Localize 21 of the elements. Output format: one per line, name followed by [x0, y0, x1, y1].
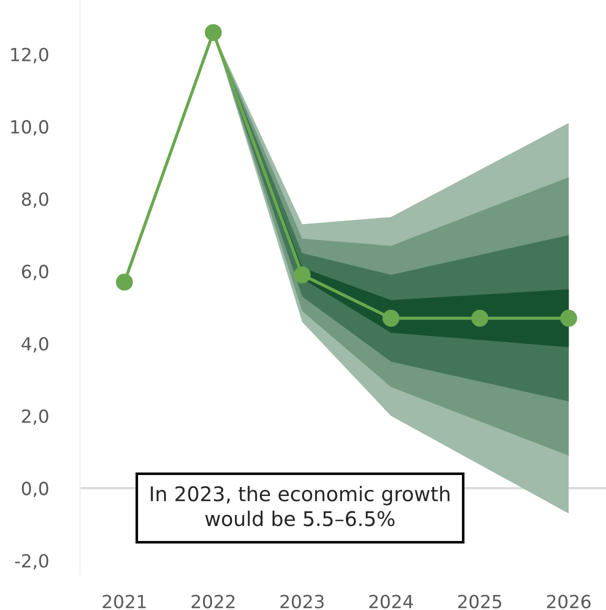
point	[294, 266, 311, 284]
x-tick-label: 2026	[547, 594, 591, 608]
x-tick-label: 2021	[102, 594, 146, 608]
x-tick-label: 2023	[280, 594, 324, 608]
point	[471, 310, 488, 327]
x-tick-label: 2025	[458, 594, 502, 608]
point	[382, 310, 400, 327]
y-tick-label: 6,0	[22, 264, 48, 280]
y-tick-label: 8,0	[22, 192, 48, 208]
point	[560, 310, 578, 327]
y-tick-label: 0,0	[22, 482, 48, 498]
point	[116, 274, 133, 291]
y-tick-label: -2,0	[15, 554, 48, 570]
y-tick-label: 10,0	[11, 120, 48, 136]
x-tick-label: 2022	[192, 594, 234, 608]
annotation: In 2023, the economic growth would be 5.5–6.5%	[150, 486, 450, 526]
point	[204, 24, 222, 42]
y-tick-label: 12,0	[11, 48, 48, 64]
y-tick-label: 4,0	[22, 337, 48, 353]
x-tick-label: 2024	[369, 594, 413, 608]
y-tick-label: 2,0	[22, 409, 48, 425]
